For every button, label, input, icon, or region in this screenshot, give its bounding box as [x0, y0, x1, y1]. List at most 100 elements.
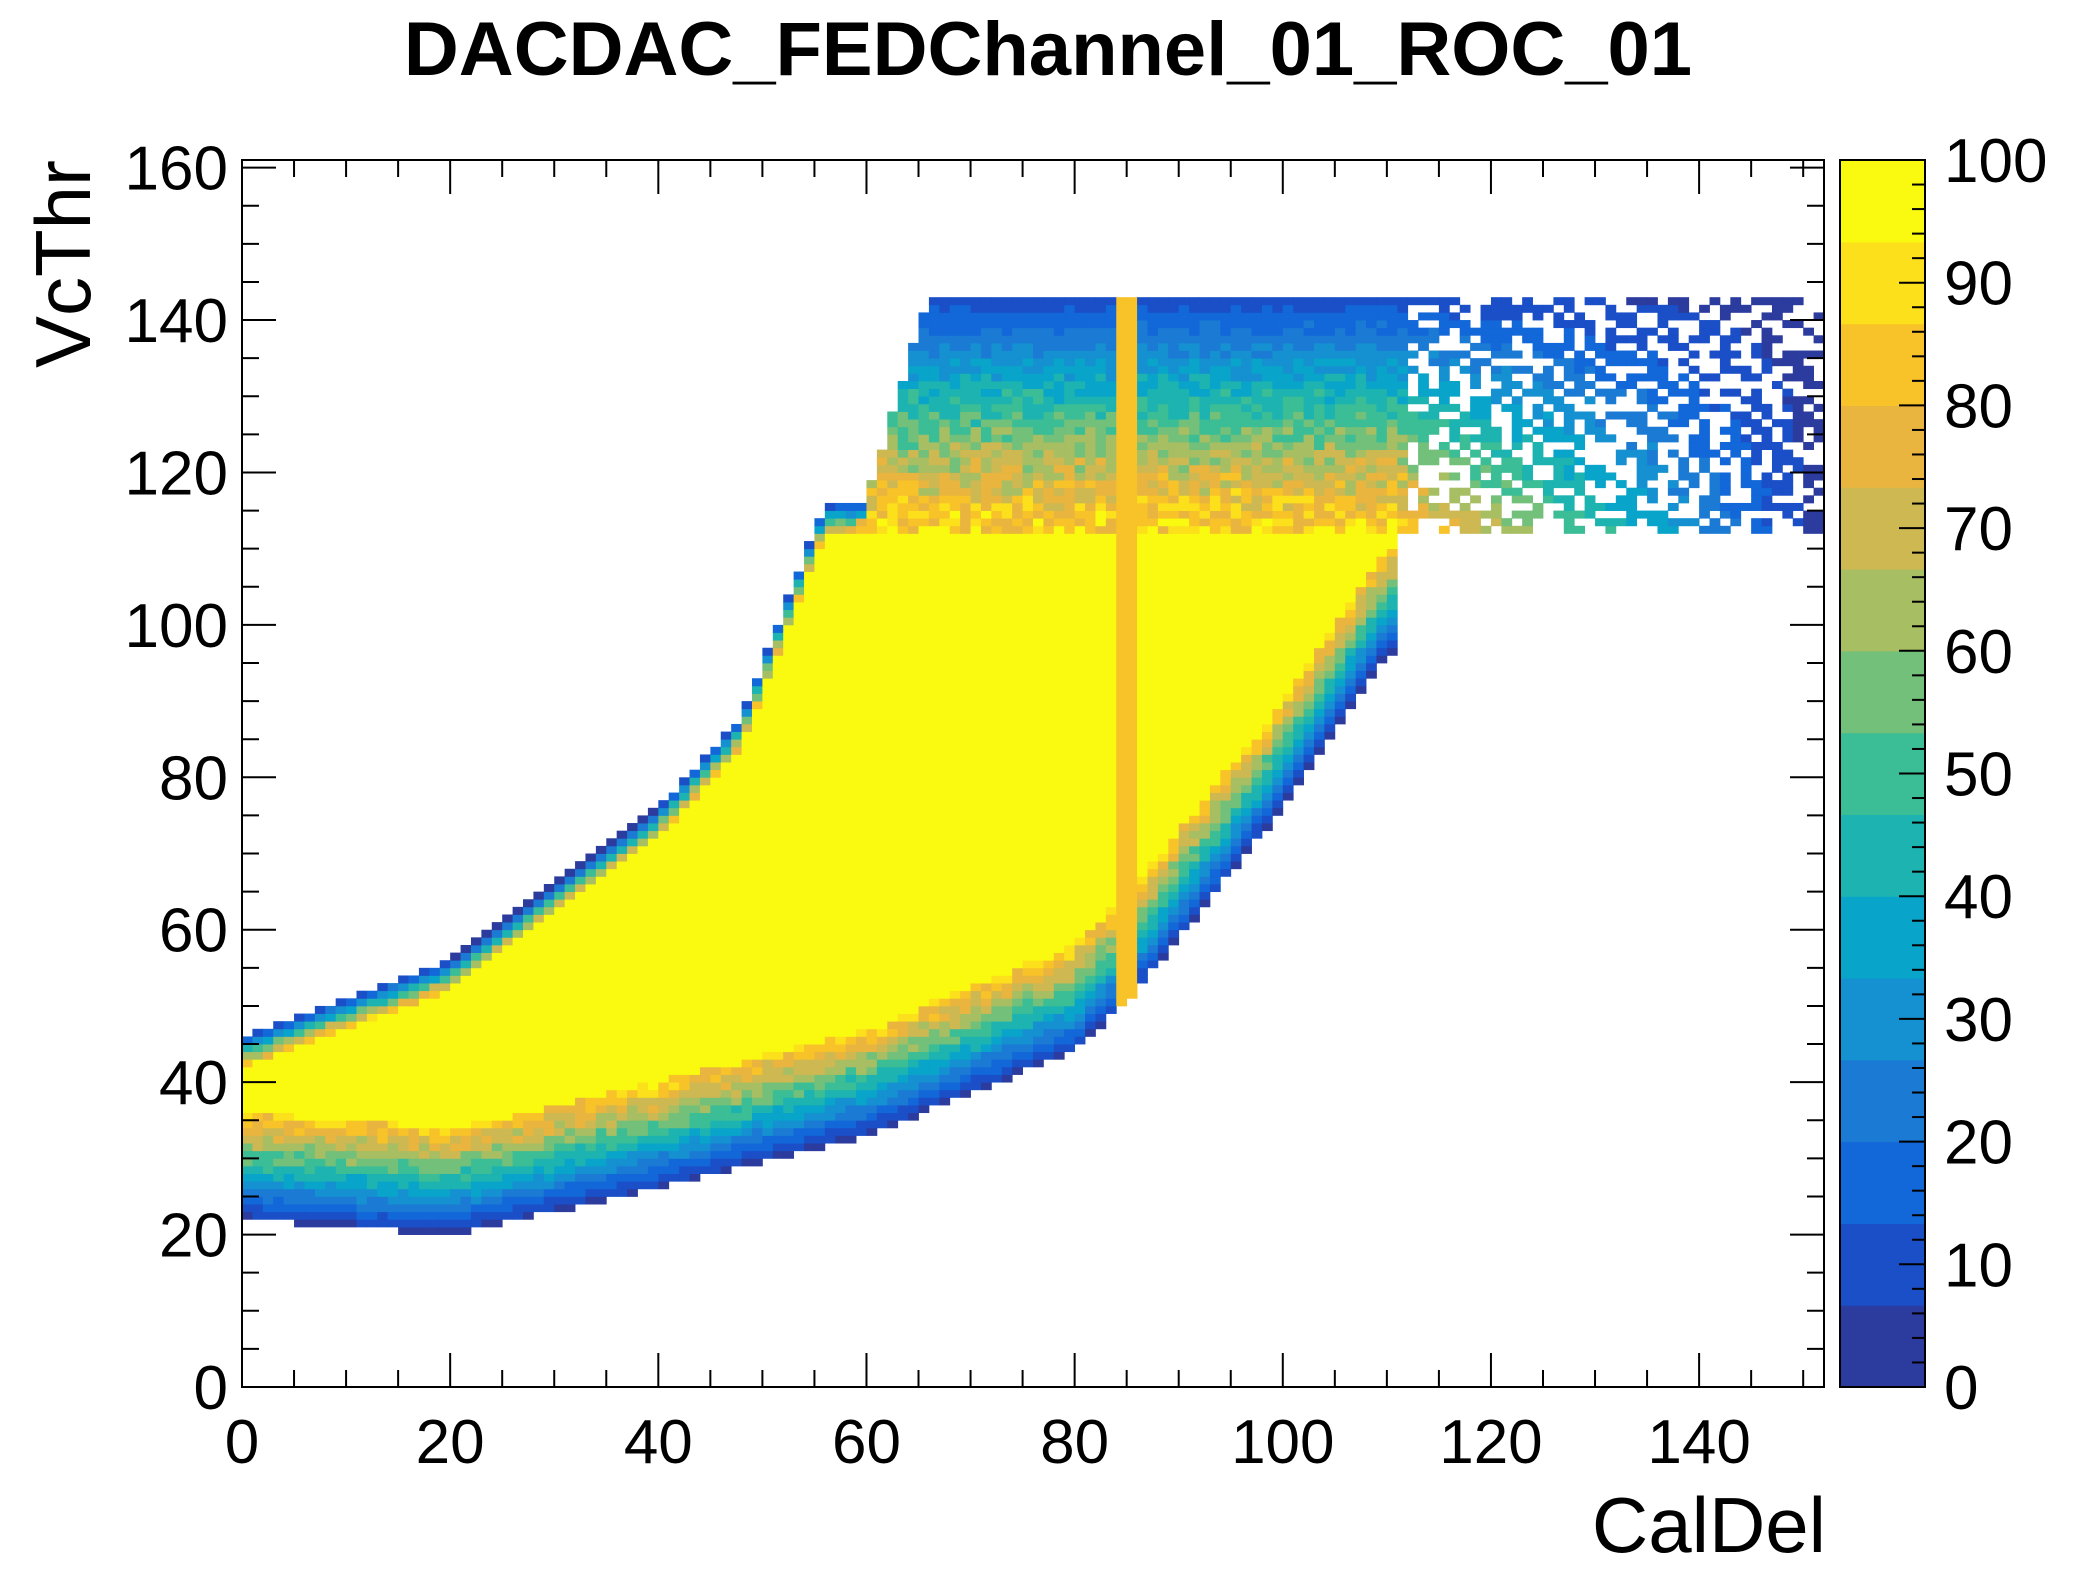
heatmap-cell — [398, 1105, 409, 1114]
heatmap-cell — [876, 723, 888, 732]
heatmap-cell — [991, 563, 1003, 572]
heatmap-cell — [523, 1036, 534, 1045]
heatmap-cell — [856, 579, 867, 588]
heatmap-cell — [939, 845, 951, 854]
heatmap-cell — [1074, 1021, 1086, 1030]
heatmap-cell — [939, 1013, 951, 1022]
heatmap-cell — [1043, 518, 1055, 527]
heatmap-cell — [616, 952, 628, 961]
heatmap-cell — [429, 1082, 441, 1091]
heatmap-cell — [887, 830, 899, 839]
heatmap-cell — [1064, 579, 1076, 588]
heatmap-cell — [751, 723, 763, 732]
heatmap-cell — [720, 998, 732, 1007]
heatmap-cell — [783, 1112, 795, 1121]
heatmap-cell — [824, 609, 836, 618]
heatmap-cell — [970, 845, 982, 854]
heatmap-cell — [647, 838, 659, 847]
heatmap-cell — [346, 1173, 357, 1182]
heatmap-cell — [523, 1021, 534, 1030]
heatmap-cell — [1085, 655, 1096, 664]
heatmap-cell — [804, 769, 815, 778]
heatmap-cell — [939, 434, 951, 443]
heatmap-cell — [949, 297, 961, 306]
heatmap-cell — [731, 784, 742, 793]
heatmap-cell — [866, 594, 878, 603]
heatmap-cell — [887, 495, 899, 504]
heatmap-cell — [949, 792, 961, 801]
heatmap-cell — [346, 1105, 357, 1114]
heatmap-cell — [1064, 388, 1076, 397]
heatmap-cell — [814, 533, 826, 542]
heatmap-cell — [512, 922, 524, 931]
heatmap-cell — [741, 876, 753, 885]
heatmap-cell — [804, 823, 815, 832]
heatmap-cell — [991, 739, 1003, 748]
heatmap-cell — [637, 1097, 649, 1106]
heatmap-cell — [908, 746, 919, 755]
heatmap-cell — [1053, 602, 1065, 611]
heatmap-cell — [1022, 830, 1034, 839]
heatmap-cell — [554, 937, 566, 946]
heatmap-cell — [887, 838, 899, 847]
heatmap-cell — [731, 1036, 742, 1045]
heatmap-cell — [1012, 899, 1023, 908]
heatmap-cell — [668, 1013, 680, 1022]
heatmap-cell — [772, 807, 784, 816]
heatmap-cell — [960, 830, 971, 839]
heatmap-cell — [835, 525, 847, 534]
heatmap-cell — [814, 678, 826, 687]
heatmap-cell — [1064, 868, 1076, 877]
heatmap-cell — [564, 929, 576, 938]
heatmap-cell — [1043, 884, 1055, 893]
heatmap-cell — [377, 1150, 389, 1159]
heatmap-cell — [1043, 990, 1055, 999]
heatmap-cell — [1012, 906, 1023, 915]
heatmap-cell — [793, 602, 805, 611]
heatmap-cell — [970, 1005, 982, 1014]
heatmap-cell — [814, 838, 826, 847]
heatmap-cell — [647, 975, 659, 984]
heatmap-cell — [887, 419, 899, 428]
heatmap-cell — [398, 1226, 409, 1235]
heatmap-cell — [835, 556, 847, 565]
heatmap-cell — [939, 472, 951, 481]
heatmap-cell — [970, 899, 982, 908]
heatmap-cell — [824, 1089, 836, 1098]
heatmap-cell — [762, 784, 774, 793]
heatmap-cell — [991, 1036, 1003, 1045]
heatmap-cell — [751, 914, 763, 923]
heatmap-cell — [262, 1165, 274, 1175]
heatmap-cell — [450, 975, 461, 984]
heatmap-cell — [918, 739, 930, 748]
heatmap-cell — [450, 983, 461, 992]
heatmap-cell — [1012, 739, 1023, 748]
heatmap-cell — [939, 1036, 951, 1045]
heatmap-cell — [939, 381, 951, 390]
heatmap-cell — [1022, 457, 1034, 466]
heatmap-cell — [1043, 449, 1055, 458]
heatmap-cell — [314, 1188, 326, 1197]
heatmap-cell — [991, 662, 1003, 672]
heatmap-cell — [470, 1028, 482, 1037]
heatmap-cell — [679, 1112, 690, 1121]
heatmap-cell — [897, 609, 909, 618]
heatmap-cell — [991, 541, 1003, 550]
heatmap-cell — [939, 967, 951, 976]
heatmap-cell — [804, 1097, 815, 1106]
heatmap-cell — [699, 1013, 711, 1022]
heatmap-cell — [908, 441, 919, 450]
heatmap-cell — [398, 1120, 409, 1129]
heatmap-cell — [710, 1044, 722, 1053]
heatmap-cell — [1043, 975, 1055, 984]
heatmap-cell — [1012, 670, 1023, 679]
heatmap-cell — [772, 784, 784, 793]
heatmap-cell — [1074, 906, 1086, 915]
heatmap-cell — [1022, 670, 1034, 679]
heatmap-cell — [928, 655, 940, 664]
heatmap-cell — [1012, 441, 1023, 450]
heatmap-cell — [1053, 358, 1065, 367]
heatmap-cell — [1043, 525, 1055, 534]
heatmap-cell — [689, 1112, 701, 1121]
heatmap-cell — [679, 1165, 690, 1175]
